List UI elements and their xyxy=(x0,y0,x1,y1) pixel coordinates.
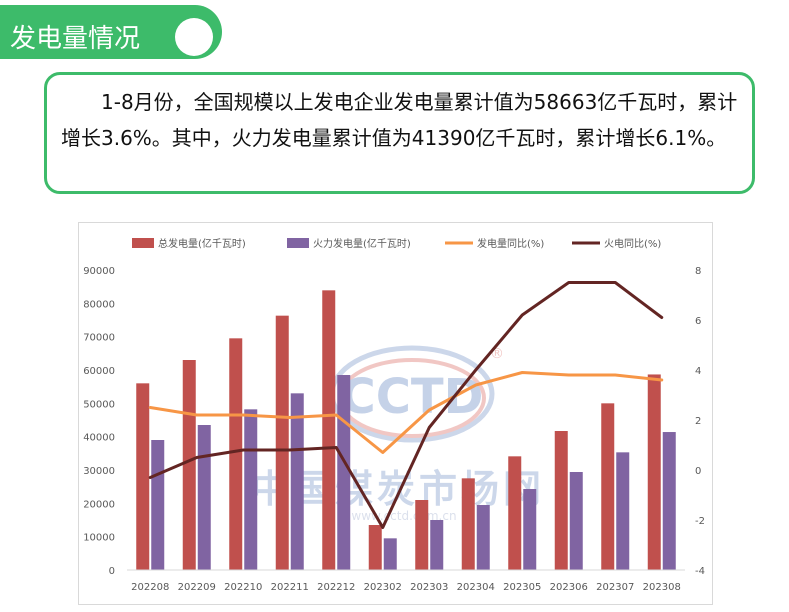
bar-thermal xyxy=(476,505,490,570)
section-header: 发电量情况 xyxy=(0,5,222,59)
bar-total xyxy=(415,500,429,570)
bar-thermal xyxy=(616,452,630,570)
x-tick-label: 202212 xyxy=(317,582,355,593)
x-tick-label: 202208 xyxy=(131,582,169,593)
y2-tick-label: 6 xyxy=(695,316,701,327)
line-thermal-yoy xyxy=(148,281,664,529)
bar-total xyxy=(368,525,382,570)
x-tick-label: 202307 xyxy=(596,582,634,593)
line-layer xyxy=(148,281,664,529)
y-tick-label: 20000 xyxy=(83,499,115,510)
bar-thermal xyxy=(523,489,537,570)
legend-label: 火电同比(%) xyxy=(604,237,661,250)
legend-swatch xyxy=(132,238,154,248)
y2-tick-label: 8 xyxy=(695,266,701,277)
bar-thermal xyxy=(290,393,304,570)
bar-total xyxy=(229,338,243,570)
x-tick-label: 202305 xyxy=(503,582,541,593)
y-tick-label: 70000 xyxy=(83,333,115,344)
bar-thermal xyxy=(197,425,211,570)
bar-total xyxy=(647,374,661,570)
x-tick-label: 202211 xyxy=(271,582,309,593)
bar-total xyxy=(182,360,196,570)
summary-box: 1-8月份，全国规模以上发电企业发电量累计值为58663亿千瓦时，累计增长3.6… xyxy=(44,72,755,194)
y-tick-label: 30000 xyxy=(83,466,115,477)
bar-total xyxy=(275,315,289,570)
legend-label: 总发电量(亿千瓦时) xyxy=(158,237,246,250)
bar-total xyxy=(508,456,522,570)
summary-text: 1-8月份，全国规模以上发电企业发电量累计值为58663亿千瓦时，累计增长3.6… xyxy=(61,90,738,150)
bar-total xyxy=(554,431,568,570)
bar-thermal xyxy=(383,538,397,570)
y2-tick-label: 4 xyxy=(695,366,701,377)
bar-thermal xyxy=(151,440,165,570)
y-tick-label: 60000 xyxy=(83,366,115,377)
bar-total xyxy=(601,403,615,570)
x-tick-label: 202306 xyxy=(550,582,588,593)
bar-thermal xyxy=(430,520,444,570)
watermark-logo: CCTD xyxy=(340,369,483,425)
y-tick-label: 10000 xyxy=(83,533,115,544)
legend-label: 火力发电量(亿千瓦时) xyxy=(313,237,411,250)
line-total-yoy xyxy=(148,371,664,454)
cctd-watermark: CCTD ® 中国煤炭市场网 www.cctd.com.cn xyxy=(251,345,541,523)
legend-label: 发电量同比(%) xyxy=(477,237,544,250)
bar-thermal xyxy=(337,375,351,570)
y2-tick-label: -2 xyxy=(695,516,705,527)
bar-total xyxy=(322,290,336,570)
y-tick-label: 80000 xyxy=(83,299,115,310)
header-circle-decoration xyxy=(175,18,213,56)
x-tick-label: 202210 xyxy=(224,582,262,593)
y2-tick-label: 0 xyxy=(695,466,701,477)
bar-total xyxy=(136,383,150,570)
y-tick-label: 40000 xyxy=(83,433,115,444)
y2-tick-label: -4 xyxy=(695,566,705,577)
bar-total xyxy=(461,478,475,570)
x-tick-label: 202303 xyxy=(410,582,448,593)
x-tick-label: 202308 xyxy=(643,582,681,593)
y2-tick-label: 2 xyxy=(695,416,701,427)
legend: 总发电量(亿千瓦时) 火力发电量(亿千瓦时) 发电量同比(%) 火电同比(%) xyxy=(132,237,661,250)
y-tick-label: 90000 xyxy=(83,266,115,277)
x-tick-label: 202304 xyxy=(457,582,495,593)
legend-swatch xyxy=(287,238,309,248)
x-tick-label: 202209 xyxy=(178,582,216,593)
y-tick-label: 0 xyxy=(109,566,115,577)
section-title: 发电量情况 xyxy=(10,24,141,54)
bar-thermal xyxy=(569,472,583,570)
x-tick-label: 202302 xyxy=(364,582,402,593)
y-tick-label: 50000 xyxy=(83,399,115,410)
bar-thermal xyxy=(662,432,676,570)
axis-layer: 0 10000 20000 30000 40000 50000 60000 70000 8000… xyxy=(83,266,705,593)
bar-thermal xyxy=(244,409,258,570)
